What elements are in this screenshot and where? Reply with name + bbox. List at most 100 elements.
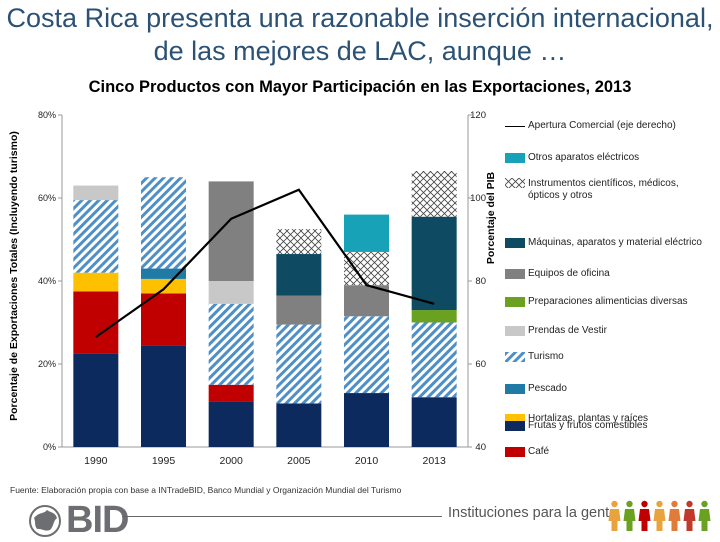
y-tick-label: 20% xyxy=(38,359,56,369)
legend-item: Instrumentos científicos, médicos, óptic… xyxy=(505,178,698,202)
legend-item: Turismo xyxy=(505,351,564,363)
legend: Apertura Comercial (eje derecho) Otros ap… xyxy=(505,112,717,462)
bar-segment xyxy=(141,278,186,294)
legend-label: Turismo xyxy=(528,351,564,362)
bar-segment xyxy=(208,281,254,304)
bar-segment xyxy=(73,353,119,447)
bar-segment xyxy=(73,272,119,292)
chart: 0% 20% 40% 60% 80% 40 60 80 100 120 1990 1995 2000 20… xyxy=(38,110,486,467)
legend-item: Preparaciones alimenticias diversas xyxy=(505,296,688,308)
bar-segment xyxy=(411,171,457,217)
footer-rule xyxy=(122,516,442,517)
x-tick-label: 2010 xyxy=(355,455,379,467)
x-tick-label: 1995 xyxy=(152,455,176,467)
person-figure-icon xyxy=(653,500,666,531)
globe-icon xyxy=(29,504,61,537)
legend-swatch xyxy=(505,238,525,248)
legend-label: Prendas de Vestir xyxy=(528,325,607,336)
bar-segment xyxy=(73,185,119,201)
y-tick-label: 0% xyxy=(43,442,56,452)
legend-swatch xyxy=(505,269,525,279)
source-note: Fuente: Elaboración propia con base a IN… xyxy=(10,485,402,495)
legend-swatch xyxy=(505,384,525,394)
legend-label: Frutas y frutos comestibles xyxy=(528,420,648,431)
legend-item: Prendas de Vestir xyxy=(505,325,607,337)
people-figures-icon xyxy=(608,500,711,532)
bar-segment xyxy=(208,181,254,281)
legend-swatch xyxy=(505,352,525,362)
bar-segment xyxy=(73,200,119,273)
legend-item: Equipos de oficina xyxy=(505,268,610,280)
legend-item: Apertura Comercial (eje derecho) xyxy=(505,120,676,132)
legend-label: Café xyxy=(528,446,550,457)
bid-logo: BID xyxy=(28,499,129,542)
person-figure-icon xyxy=(698,500,711,531)
bar-segment xyxy=(276,229,322,255)
person-figure-icon xyxy=(608,500,621,531)
bar-segment xyxy=(208,401,254,447)
legend-swatch xyxy=(505,447,525,457)
y-tick-label: 80% xyxy=(38,110,56,120)
bar-segment xyxy=(276,403,322,447)
bar-segment xyxy=(141,293,186,346)
bar-segment xyxy=(141,177,186,269)
legend-swatch xyxy=(505,153,525,163)
legend-label: Instrumentos científicos, médicos, óptic… xyxy=(528,178,679,201)
bar-segment xyxy=(276,324,322,404)
legend-label: Otros aparatos eléctricos xyxy=(528,152,640,163)
legend-item: Pescado xyxy=(505,383,567,395)
bar-segment xyxy=(411,310,457,323)
y2-tick-label: 100 xyxy=(470,193,486,204)
y-tick-label: 60% xyxy=(38,193,56,203)
legend-swatch xyxy=(505,297,525,307)
bar-segment xyxy=(411,397,457,447)
legend-swatch xyxy=(505,326,525,336)
chart-title: Cinco Productos con Mayor Participación … xyxy=(88,78,632,96)
slide-title: Costa Rica presenta una razonable inserc… xyxy=(6,3,714,66)
x-tick-label: 1990 xyxy=(84,455,108,467)
legend-item: Hortalizas, plantas y raíces xyxy=(505,413,648,425)
legend-swatch xyxy=(505,125,525,127)
legend-label: Equipos de oficina xyxy=(528,268,610,279)
y2-tick-label: 80 xyxy=(475,276,486,287)
person-figure-icon xyxy=(638,500,651,531)
legend-label: Preparaciones alimenticias diversas xyxy=(528,296,688,307)
bar-segment xyxy=(344,214,389,252)
legend-swatch xyxy=(505,414,525,424)
bar-segment xyxy=(411,216,457,311)
legend-label: Hortalizas, plantas y raíces xyxy=(528,413,649,424)
bar-segment xyxy=(344,316,389,394)
x-tick-label: 2013 xyxy=(422,455,446,467)
person-figure-icon xyxy=(683,500,696,531)
legend-label: Apertura Comercial (eje derecho) xyxy=(528,120,676,131)
bar-segment xyxy=(208,303,254,385)
footer: BID Instituciones para la gente xyxy=(0,495,720,542)
bar-segment xyxy=(73,291,119,354)
bar-segment xyxy=(208,384,254,402)
bar-segment xyxy=(344,393,389,447)
y2-tick-label: 40 xyxy=(475,442,486,453)
y2-tick-label: 60 xyxy=(475,359,486,370)
apertura-comercial-line xyxy=(95,188,435,338)
bar-segment xyxy=(141,345,186,447)
person-figure-icon xyxy=(668,500,681,531)
x-tick-label: 2000 xyxy=(219,455,243,467)
x-tick-label: 2005 xyxy=(287,455,311,467)
bar-segment xyxy=(344,251,389,286)
legend-item: Café xyxy=(505,446,549,458)
legend-label: Máquinas, aparatos y material eléctrico xyxy=(528,237,702,248)
legend-item: Máquinas, aparatos y material eléctrico xyxy=(505,237,702,249)
legend-item: Frutas y frutos comestibles xyxy=(505,420,647,432)
person-figure-icon xyxy=(623,500,636,531)
legend-item: Otros aparatos eléctricos xyxy=(505,152,639,164)
footer-tagline: Instituciones para la gente xyxy=(448,505,618,521)
bar-segment xyxy=(276,254,322,296)
legend-label: Pescado xyxy=(528,383,567,394)
bid-logo-text: BID xyxy=(66,499,129,541)
legend-swatch xyxy=(505,178,525,188)
bar-segment xyxy=(276,295,322,325)
bar-segment xyxy=(411,322,457,398)
legend-swatch xyxy=(505,421,525,431)
y-tick-label: 40% xyxy=(38,276,56,286)
y2-tick-label: 120 xyxy=(470,110,486,121)
